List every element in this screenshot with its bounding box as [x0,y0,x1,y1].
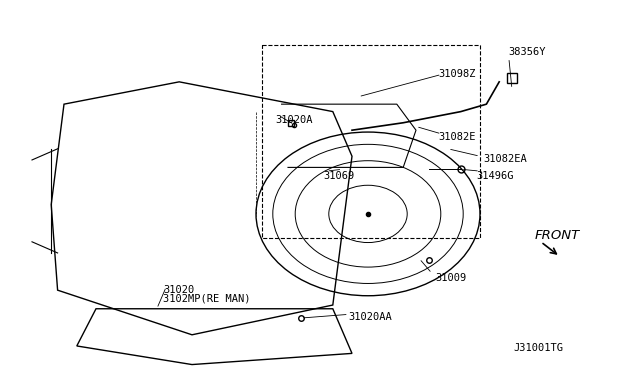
Text: J31001TG: J31001TG [513,343,563,353]
Bar [262,45,480,238]
Text: 31009: 31009 [435,273,467,283]
Text: 31496G: 31496G [477,171,515,181]
Text: 31082E: 31082E [438,132,476,142]
Text: 31020A: 31020A [275,115,313,125]
Text: 3102MP(RE MAN): 3102MP(RE MAN) [163,294,251,304]
Text: 31020: 31020 [163,285,195,295]
Text: 38356Y: 38356Y [509,46,547,57]
Text: 31020AA: 31020AA [349,312,392,323]
Text: FRONT: FRONT [534,229,580,242]
Text: 31098Z: 31098Z [438,69,476,79]
Text: 31082EA: 31082EA [483,154,527,164]
Text: 31069: 31069 [323,171,355,181]
